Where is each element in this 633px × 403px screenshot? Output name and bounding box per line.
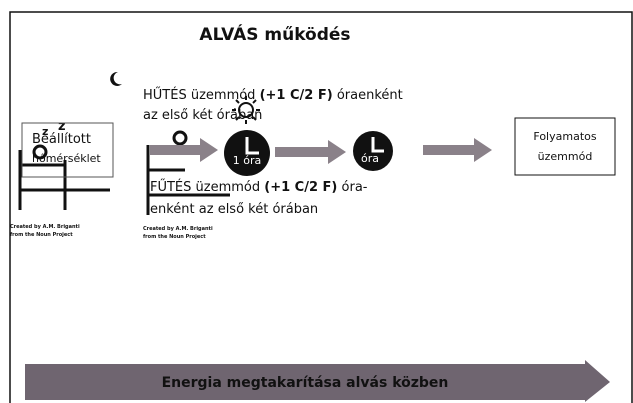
clock-label: 1 óra bbox=[233, 154, 262, 167]
text-part: óraenként bbox=[337, 88, 403, 103]
text-part: (+1 C/2 F) bbox=[260, 88, 333, 103]
clock-label: óra bbox=[361, 152, 379, 165]
credit: from the Noun Project bbox=[10, 232, 73, 238]
text-part: (+1 C/2 F) bbox=[264, 180, 337, 195]
cooling-text: az első két órában bbox=[143, 108, 262, 123]
set-temp: hőmérséklet bbox=[32, 152, 101, 165]
diagram: ALVÁS működés z z Beállított hőmérséklet… bbox=[0, 0, 633, 403]
moon bbox=[110, 72, 122, 86]
heating-text: enként az első két órában bbox=[150, 202, 318, 217]
cooling-text: HŰTÉS üzemmód (+1 C/2 F) óraenként bbox=[143, 87, 403, 103]
set-temp: Beállított bbox=[32, 132, 91, 147]
text-part: óra- bbox=[342, 180, 368, 195]
continuous-box bbox=[515, 118, 615, 175]
text-part: üzemmód bbox=[196, 180, 261, 195]
credit: Created by A.M. Briganti bbox=[10, 224, 80, 230]
text-part: FŰTÉS bbox=[150, 179, 191, 195]
continuous: üzemmód bbox=[538, 150, 593, 163]
text-part: HŰTÉS bbox=[143, 87, 187, 103]
continuous: Folyamatos bbox=[533, 130, 596, 143]
credit: Created by A.M. Briganti bbox=[143, 226, 213, 232]
frame bbox=[10, 12, 632, 403]
text-part: üzemmód bbox=[191, 88, 256, 103]
footer: Energia megtakarítása alvás közben bbox=[162, 375, 449, 391]
arrow bbox=[423, 138, 492, 162]
heating-text: FŰTÉS üzemmód (+1 C/2 F) óra- bbox=[150, 179, 368, 195]
page: {"title": "ALVÁS működés", "cooling": {"… bbox=[0, 0, 633, 403]
arrow bbox=[275, 140, 346, 164]
title: ALVÁS működés bbox=[199, 23, 350, 45]
credit: from the Noun Project bbox=[143, 234, 206, 240]
